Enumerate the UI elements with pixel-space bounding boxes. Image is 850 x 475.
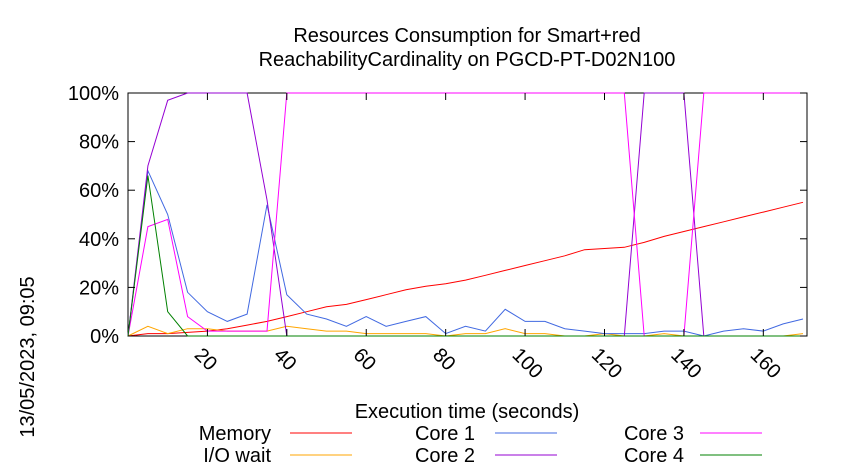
x-tick-label: 40 xyxy=(269,344,300,375)
plot-frame xyxy=(127,92,808,337)
y-tick-label: 100% xyxy=(68,83,119,105)
x-tick-label: 120 xyxy=(587,344,626,383)
series-line-memory xyxy=(127,201,804,337)
x-axis-label: Execution time (seconds) xyxy=(355,401,580,423)
series-line-core-2 xyxy=(127,92,803,337)
legend-label-memory: Memory xyxy=(199,423,271,445)
chart-title-line-2: ReachabilityCardinality on PGCD-PT-D02N1… xyxy=(259,49,676,71)
legend-label-core-3: Core 3 xyxy=(624,423,684,445)
legend-label-core-2: Core 2 xyxy=(415,445,475,467)
x-tick-label: 160 xyxy=(746,344,785,383)
timestamp-label: 13/05/2023, 09:05 xyxy=(17,276,39,437)
y-tick-label: 80% xyxy=(79,132,119,154)
series-line-core-1 xyxy=(127,168,804,337)
x-tick-label: 100 xyxy=(508,344,547,383)
y-tick-label: 0% xyxy=(90,326,119,348)
legend-label-core-1: Core 1 xyxy=(415,423,475,445)
x-tick-label: 20 xyxy=(190,344,221,375)
y-tick-label: 20% xyxy=(79,277,119,299)
y-tick-label: 60% xyxy=(79,180,119,202)
axis-layer: 0% 20% 40% 60% 80% 100% 20 40 60 80 100 120 140 160 xyxy=(68,83,807,383)
legend-label-core-4: Core 4 xyxy=(624,445,684,467)
series-line-core-4 xyxy=(127,175,803,337)
x-tick-label: 60 xyxy=(349,344,380,375)
chart-title-line-1: Resources Consumption for Smart+red xyxy=(293,25,640,47)
x-tick-label: 80 xyxy=(428,344,459,375)
series-layer xyxy=(127,92,804,337)
y-tick-label: 40% xyxy=(79,229,119,251)
series-line-core-3 xyxy=(127,92,803,337)
x-tick-label: 140 xyxy=(666,344,705,383)
legend-label-i-o-wait: I/O wait xyxy=(203,445,271,467)
